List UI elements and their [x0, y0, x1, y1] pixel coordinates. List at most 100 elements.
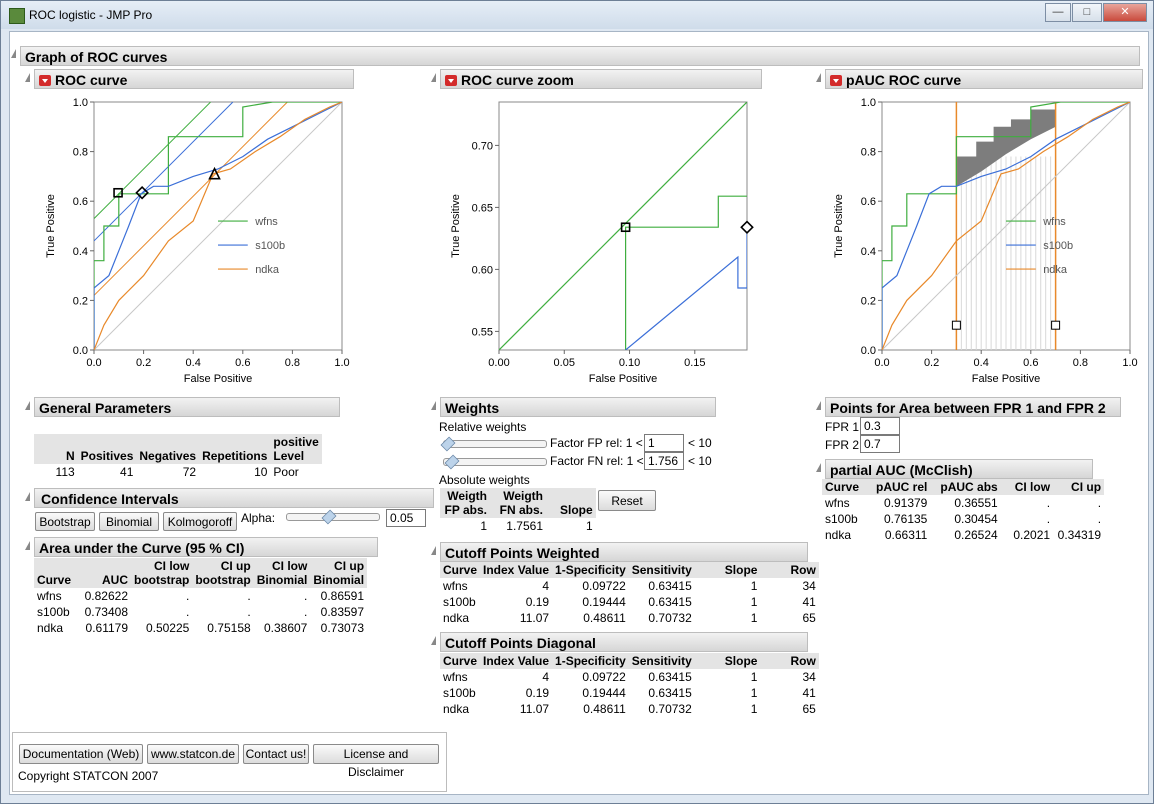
- roc-header: ROC curve: [34, 69, 354, 89]
- reset-button[interactable]: Reset: [598, 490, 656, 511]
- cell: 0.91379: [883, 496, 928, 510]
- header-cell: Index Value: [480, 562, 553, 578]
- maximize-button[interactable]: □: [1072, 3, 1102, 22]
- disclosure-icon[interactable]: [25, 492, 30, 501]
- cell: 0.19: [525, 686, 550, 700]
- red-triangle-menu-icon[interactable]: [445, 74, 457, 86]
- slider-thumb-icon[interactable]: [440, 436, 456, 452]
- absolute-weights-table: Weigth FP abs. Weigth FN abs. Slope 1 1.…: [440, 488, 596, 534]
- red-triangle-menu-icon[interactable]: [39, 74, 51, 86]
- y-tick-label: 0.4: [861, 246, 876, 258]
- cell: 0.38607: [263, 621, 308, 635]
- x-tick-label: 0.0: [86, 357, 101, 369]
- pauc-header: partial AUC (McClish): [825, 459, 1093, 479]
- cell: 1: [750, 686, 758, 700]
- fpr2-input[interactable]: 0.7: [860, 435, 900, 453]
- close-button[interactable]: ✕: [1103, 3, 1147, 22]
- cell: .: [247, 589, 251, 603]
- legend-label-wfns: wfns: [1042, 216, 1066, 228]
- binomial-button[interactable]: Binomial: [99, 512, 159, 531]
- cell: 0.66311: [884, 528, 928, 542]
- disclosure-icon[interactable]: [11, 49, 16, 58]
- bootstrap-button[interactable]: Bootstrap: [35, 512, 95, 531]
- x-tick-label: 0.4: [974, 357, 989, 369]
- y-tick-label: 0.70: [472, 140, 493, 152]
- disclosure-icon[interactable]: [431, 636, 436, 645]
- x-axis-label: False Positive: [589, 373, 657, 385]
- cell: ndka: [825, 528, 852, 542]
- area-points-header: Points for Area between FPR 1 and FPR 2: [825, 397, 1121, 417]
- header-cell: Sensitivity: [628, 653, 695, 669]
- fn-weight-input[interactable]: 1.756: [644, 452, 684, 470]
- kolmogoroff-button[interactable]: Kolmogoroff: [163, 512, 237, 531]
- x-tick-label: 0.00: [488, 357, 509, 369]
- series-wfns: [882, 102, 1130, 350]
- minimize-button[interactable]: —: [1045, 3, 1071, 22]
- header-cell: Slope: [694, 653, 761, 669]
- y-axis-label: True Positive: [833, 194, 845, 258]
- fpr1-input[interactable]: 0.3: [860, 417, 900, 435]
- y-tick-label: 0.65: [472, 202, 493, 214]
- pauc-table: Curve pAUC rel pAUC abs CI low CI up wfn…: [822, 479, 1105, 543]
- cell: s100b: [443, 686, 476, 700]
- fpr2-label: FPR 2: [825, 438, 860, 452]
- cell: 1.7561: [506, 519, 543, 533]
- cell: ndka: [37, 621, 64, 635]
- statcon-link-button[interactable]: www.statcon.de: [147, 744, 239, 764]
- disclosure-icon[interactable]: [816, 73, 821, 82]
- x-tick-label: 0.8: [285, 357, 300, 369]
- series-s100b: [882, 102, 1130, 350]
- alpha-label: Alpha:: [241, 511, 276, 525]
- license-button[interactable]: License and Disclaimer: [313, 744, 439, 779]
- cell: .: [186, 589, 190, 603]
- header-cell: Negatives: [136, 434, 200, 464]
- disclosure-icon[interactable]: [25, 401, 30, 410]
- disclosure-icon[interactable]: [816, 463, 821, 472]
- footer-box: [12, 732, 447, 792]
- header-cell: 1-Specificity: [552, 562, 629, 578]
- cutoff-diagonal-header: Cutoff Points Diagonal: [440, 632, 808, 652]
- x-tick-label: 0.15: [684, 357, 705, 369]
- alpha-input[interactable]: 0.05: [386, 509, 426, 527]
- y-tick-label: 0.8: [861, 147, 876, 159]
- disclosure-icon[interactable]: [25, 541, 30, 550]
- series-wfns: [625, 195, 747, 350]
- table-row: ndka 11.07 0.48611 0.70732 1 65: [440, 610, 819, 626]
- cell: 1: [750, 611, 758, 625]
- header-cell: Positives: [77, 434, 137, 464]
- red-triangle-menu-icon[interactable]: [830, 74, 842, 86]
- fp-weight-input[interactable]: 1: [644, 434, 684, 452]
- cell: s100b: [443, 595, 476, 609]
- y-tick-label: 0.6: [73, 196, 88, 208]
- disclosure-icon[interactable]: [431, 73, 436, 82]
- disclosure-icon[interactable]: [431, 401, 436, 410]
- main-header: Graph of ROC curves: [20, 46, 1140, 66]
- cell: 0.34319: [1057, 528, 1102, 542]
- zoom-title: ROC curve zoom: [461, 72, 574, 88]
- header-cell: Row: [760, 653, 819, 669]
- fp-weight-slider[interactable]: [440, 436, 547, 452]
- fn-weight-label: Factor FN rel: 1 <: [550, 454, 644, 468]
- slider-thumb-icon[interactable]: [444, 454, 460, 470]
- cell: 0.19: [525, 595, 550, 609]
- cell: wfns: [443, 670, 468, 684]
- series-wfns: [94, 102, 342, 350]
- fn-weight-max: < 10: [688, 454, 712, 468]
- alpha-slider[interactable]: [286, 509, 380, 525]
- window-title: ROC logistic - JMP Pro: [29, 8, 153, 22]
- table-row: ndka 0.61179 0.50225 0.75158 0.38607 0.73073: [34, 620, 367, 636]
- contact-button[interactable]: Contact us!: [243, 744, 309, 764]
- cell: s100b: [37, 605, 70, 619]
- cell: 0.73408: [84, 605, 129, 619]
- cell: .: [1046, 496, 1051, 510]
- header-cell: pAUC abs: [930, 479, 1001, 495]
- documentation-button[interactable]: Documentation (Web): [19, 744, 143, 764]
- slider-thumb-icon[interactable]: [321, 509, 337, 525]
- disclosure-icon[interactable]: [816, 401, 821, 410]
- zoom-header: ROC curve zoom: [440, 69, 762, 89]
- iso-line-s100b: [94, 102, 234, 242]
- disclosure-icon[interactable]: [25, 73, 30, 82]
- fn-weight-slider[interactable]: [443, 454, 547, 470]
- disclosure-icon[interactable]: [431, 546, 436, 555]
- y-tick-label: 1.0: [73, 97, 88, 109]
